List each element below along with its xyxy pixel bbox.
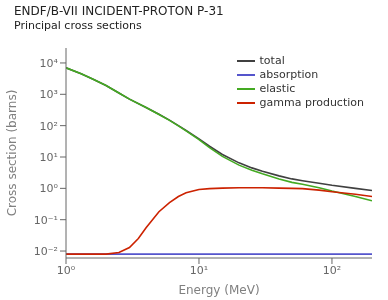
html-text:Principal cross sections: Principal cross sections — [14, 19, 142, 32]
html-text:elastic: elastic — [259, 82, 296, 95]
svg-text:10⁰: 10⁰ — [40, 182, 59, 195]
svg-text:Energy (MeV): Energy (MeV) — [178, 283, 259, 297]
svg-text:10²: 10² — [40, 120, 58, 133]
svg-text:10¹: 10¹ — [40, 151, 58, 164]
svg-text:10⁰: 10⁰ — [57, 264, 76, 277]
svg-text:10⁻²: 10⁻² — [34, 245, 58, 258]
svg-text:10¹: 10¹ — [190, 264, 208, 277]
svg-text:10⁴: 10⁴ — [40, 57, 59, 70]
svg-text:Cross section (barns): Cross section (barns) — [8, 90, 19, 217]
html-text:gamma production: gamma production — [259, 96, 364, 109]
svg-text:10³: 10³ — [40, 88, 58, 101]
svg-text:10⁻¹: 10⁻¹ — [34, 214, 58, 227]
html-text:ENDF/B-VII INCIDENT-PROTON P-3: ENDF/B-VII INCIDENT-PROTON P-31 — [14, 4, 224, 18]
svg-text:10²: 10² — [323, 264, 341, 277]
html-text:absorption: absorption — [259, 68, 319, 81]
html-text:total: total — [259, 54, 285, 67]
